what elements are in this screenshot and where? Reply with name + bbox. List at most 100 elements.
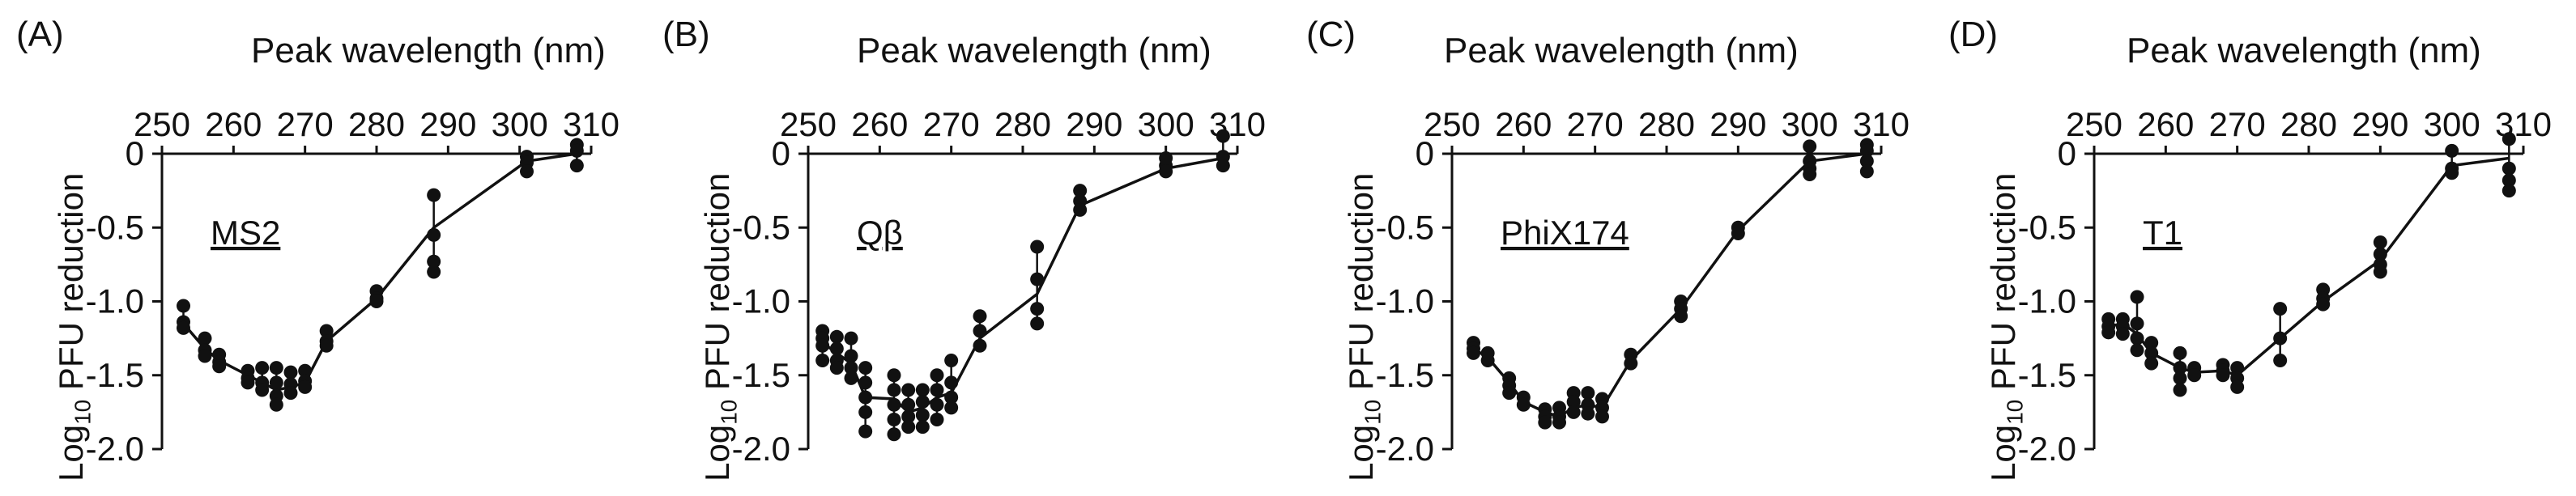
- data-point: [1859, 143, 1874, 158]
- data-point: [829, 341, 844, 356]
- data-point: [2445, 166, 2459, 180]
- data-point: [1030, 240, 1045, 254]
- data-point: [269, 375, 283, 390]
- x-tick-label: 290: [1710, 105, 1766, 143]
- data-point: [915, 408, 930, 422]
- x-tick-label: 260: [851, 105, 908, 143]
- data-point: [1073, 184, 1088, 198]
- x-tick-label: 250: [780, 105, 837, 143]
- data-point: [815, 338, 830, 353]
- x-tick-label: 310: [1853, 105, 1910, 143]
- data-point: [844, 349, 858, 363]
- data-point: [319, 324, 334, 338]
- data-point: [2115, 327, 2130, 341]
- data-point: [930, 413, 944, 426]
- mean-line: [2108, 156, 2510, 377]
- data-point: [887, 368, 901, 383]
- data-point: [858, 424, 873, 439]
- data-point: [858, 361, 873, 375]
- y-tick-label: -0.5: [732, 208, 790, 246]
- data-point: [2373, 235, 2387, 249]
- data-point: [2501, 173, 2516, 188]
- x-tick-label: 260: [2137, 105, 2194, 143]
- data-point: [844, 361, 858, 375]
- x-tick-label: 300: [492, 105, 548, 143]
- data-point: [283, 365, 298, 379]
- panel-label: (D): [1948, 15, 1999, 54]
- data-point: [2173, 346, 2187, 360]
- data-point: [1502, 386, 1517, 401]
- data-point: [177, 320, 190, 335]
- data-point: [1566, 405, 1581, 419]
- mean-line: [821, 156, 1224, 414]
- data-point: [2144, 346, 2159, 360]
- data-point: [944, 375, 959, 390]
- data-point: [915, 420, 930, 435]
- data-point: [1159, 164, 1173, 179]
- data-point: [1803, 167, 1817, 182]
- data-point: [2216, 368, 2230, 383]
- x-axis-title: Peak wavelength (nm): [251, 31, 606, 70]
- series-label: PhiX174: [1501, 214, 1629, 252]
- data-point: [1073, 202, 1088, 217]
- data-point: [1731, 227, 1745, 241]
- data-point: [1624, 356, 1638, 371]
- data-point: [283, 386, 298, 401]
- y-tick-label: -1.5: [1376, 356, 1434, 394]
- data-point: [2130, 343, 2144, 358]
- panel-c: (C) Peak wavelength (nm) Log10 PFU reduc…: [1290, 0, 1934, 496]
- data-point: [2230, 379, 2245, 394]
- series-label: MS2: [211, 214, 280, 252]
- x-tick-label: 250: [1424, 105, 1480, 143]
- x-tick-label: 280: [2280, 105, 2337, 143]
- data-point: [1581, 386, 1595, 401]
- data-point: [887, 383, 901, 397]
- x-tick-label: 310: [563, 105, 620, 143]
- panel-label: (A): [16, 15, 64, 54]
- data-point: [569, 143, 584, 158]
- data-point: [930, 383, 944, 397]
- data-point: [1538, 415, 1552, 430]
- y-tick-label: -1.0: [732, 282, 790, 320]
- data-point: [1030, 272, 1045, 286]
- data-point: [901, 409, 916, 424]
- x-tick-label: 280: [348, 105, 405, 143]
- data-point: [212, 359, 227, 374]
- data-point: [2144, 356, 2159, 371]
- data-point: [858, 375, 873, 390]
- data-point: [930, 368, 944, 383]
- data-point: [319, 338, 334, 353]
- plot-area: 250 260 270 280 290 300 310 0 -0.5 -1.0 -1.5 -2.0 Ph…: [1376, 105, 1910, 468]
- data-point: [844, 331, 858, 346]
- data-point: [1552, 415, 1566, 430]
- data-point: [2501, 184, 2516, 198]
- data-point: [2373, 265, 2387, 279]
- y-tick-label: -1.5: [86, 356, 144, 394]
- x-tick-label: 270: [1567, 105, 1624, 143]
- data-point: [1859, 154, 1874, 168]
- x-tick-label: 280: [1638, 105, 1695, 143]
- y-tick-label: -2.0: [1376, 430, 1434, 468]
- data-point: [1516, 397, 1531, 412]
- data-point: [255, 361, 270, 375]
- data-point: [915, 395, 930, 409]
- x-tick-label: 260: [1495, 105, 1552, 143]
- data-point: [427, 254, 441, 269]
- data-point: [2273, 331, 2288, 346]
- plot-area: 250 260 270 280 290 300 310 0 -0.5 -1.0 -1.5 -2.0 MS…: [86, 105, 620, 468]
- x-tick-label: 270: [277, 105, 334, 143]
- y-tick-label: 0: [2058, 134, 2076, 172]
- x-tick-label: 280: [994, 105, 1051, 143]
- x-tick-label: 260: [205, 105, 262, 143]
- data-point: [887, 413, 901, 426]
- data-point: [2445, 143, 2459, 158]
- x-tick-label: 290: [2352, 105, 2408, 143]
- data-point: [369, 295, 384, 308]
- data-point: [2173, 361, 2187, 375]
- data-point: [2501, 161, 2516, 176]
- y-tick-label: -2.0: [86, 430, 144, 468]
- data-point: [1030, 302, 1045, 316]
- data-point: [255, 383, 270, 397]
